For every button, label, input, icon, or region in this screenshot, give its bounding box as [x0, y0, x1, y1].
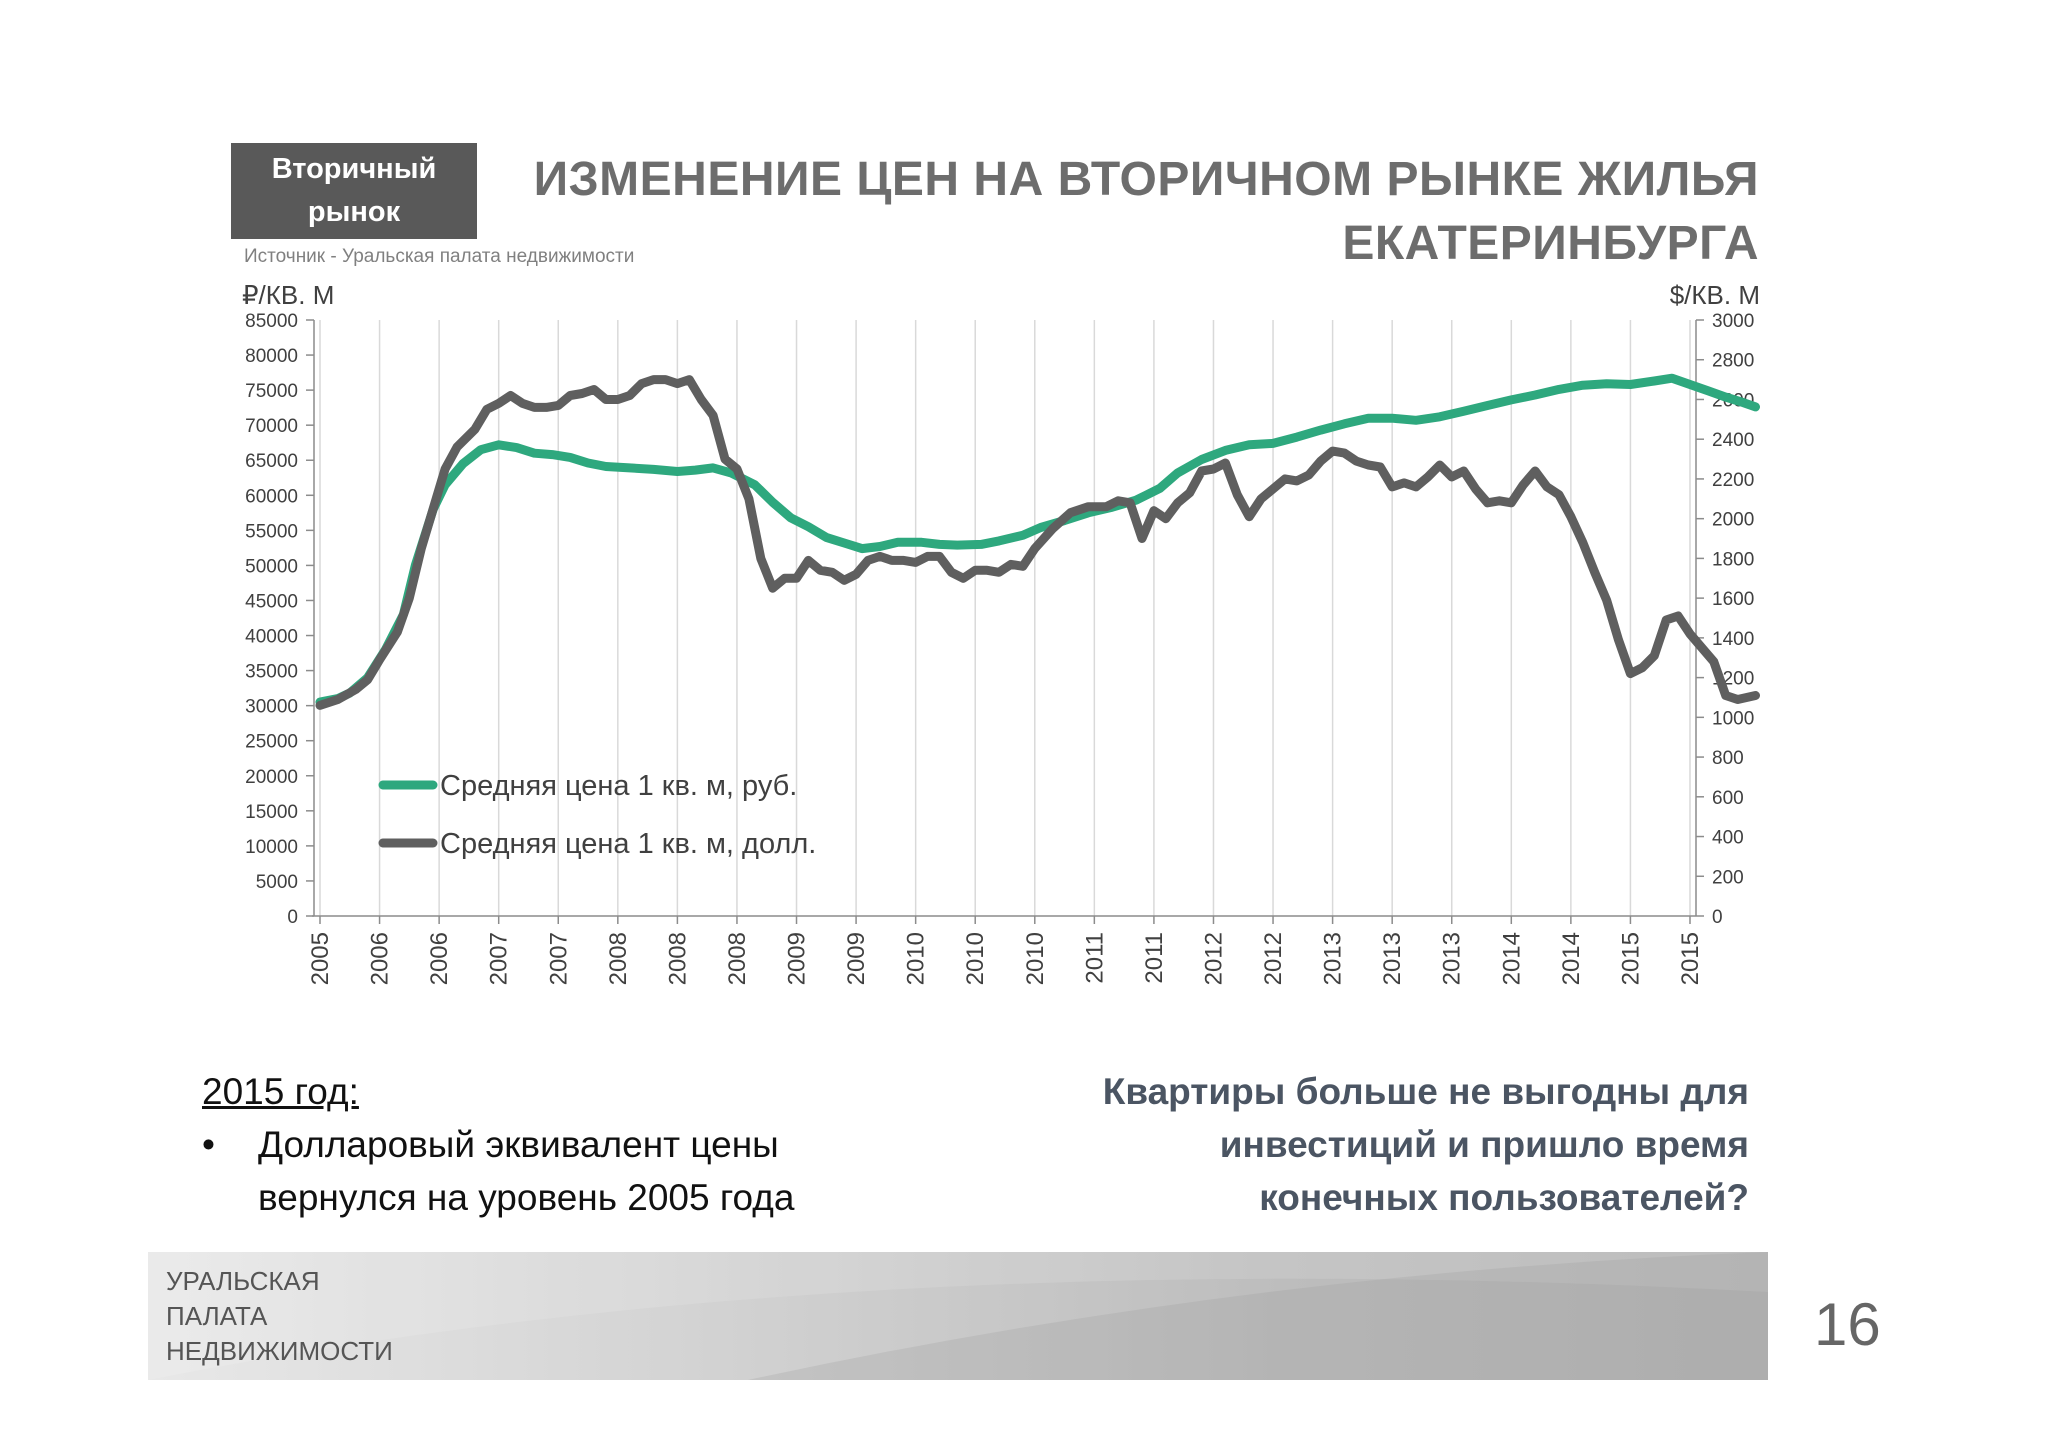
x-tick-label: 2011: [1141, 932, 1168, 984]
right-tick-label: 400: [1712, 828, 1744, 849]
left-tick-label: 70000: [245, 416, 298, 437]
section-badge: Вторичный рынок: [231, 143, 477, 239]
left-tick-label: 5000: [256, 872, 298, 893]
x-tick-label: 2005: [307, 932, 334, 985]
left-tick-label: 50000: [245, 556, 298, 577]
left-tick-label: 60000: [245, 486, 298, 507]
title-line-1: ИЗМЕНЕНИЕ ЦЕН НА ВТОРИЧНОМ РЫНКЕ ЖИЛЬЯ: [533, 153, 1759, 206]
left-tick-label: 0: [287, 907, 298, 928]
badge-line-2: рынок: [307, 196, 401, 228]
x-tick-label: 2010: [1022, 932, 1049, 985]
legend-label: Средняя цена 1 кв. м, долл.: [440, 828, 816, 860]
x-tick-label: 2008: [664, 932, 691, 985]
left-tick-label: 40000: [245, 627, 298, 648]
left-tick-label: 10000: [245, 837, 298, 858]
conclusion-bullet: • Долларовый эквивалент цены вернулся на…: [202, 1118, 794, 1224]
series-rub-line: [315, 373, 1760, 707]
series-usd-line: [315, 375, 1760, 710]
legend-label: Средняя цена 1 кв. м, руб.: [440, 770, 797, 802]
x-tick-label: 2010: [903, 932, 930, 985]
x-tick-label: 2009: [843, 932, 870, 985]
x-tick-label: 2007: [486, 932, 513, 985]
right-tick-label: 2400: [1712, 430, 1754, 451]
x-tick-label: 2013: [1439, 932, 1466, 985]
conclusion-heading: 2015 год:: [202, 1071, 359, 1112]
x-tick-label: 2011: [1081, 932, 1108, 984]
title-line-2: ЕКАТЕРИНБУРГА: [1342, 217, 1759, 270]
x-tick-label: 2008: [724, 932, 751, 985]
question-line-2: инвестиций и пришло время: [1219, 1124, 1749, 1165]
right-tick-label: 2000: [1712, 510, 1754, 531]
left-tick-label: 75000: [245, 381, 298, 402]
question-line-3: конечных пользователей?: [1259, 1177, 1749, 1218]
bullet-dot: •: [202, 1124, 215, 1165]
footer-band: УРАЛЬСКАЯ ПАЛАТА НЕДВИЖИМОСТИ: [148, 1252, 1768, 1380]
left-tick-label: 35000: [245, 662, 298, 683]
right-tick-label: 1800: [1712, 549, 1754, 570]
slide-title: ИЗМЕНЕНИЕ ЦЕН НА ВТОРИЧНОМ РЫНКЕ ЖИЛЬЯ Е…: [509, 148, 1759, 276]
left-tick-label: 25000: [245, 732, 298, 753]
footer-line-2: ПАЛАТА: [166, 1301, 268, 1331]
x-tick-label: 2013: [1320, 932, 1347, 985]
x-tick-label: 2014: [1558, 932, 1585, 985]
left-tick-label: 15000: [245, 802, 298, 823]
x-tick-label: 2010: [962, 932, 989, 985]
bullet-line-2: вернулся на уровень 2005 года: [258, 1177, 795, 1218]
right-tick-label: 200: [1712, 867, 1744, 888]
x-tick-label: 2006: [426, 932, 453, 985]
left-axis-unit: ₽/КВ. М: [242, 280, 335, 310]
right-tick-label: 1400: [1712, 629, 1754, 650]
x-tick-label: 2013: [1379, 932, 1406, 985]
x-tick-label: 2012: [1260, 932, 1287, 985]
left-tick-label: 20000: [245, 767, 298, 788]
conclusion-block: 2015 год: • Долларовый эквивалент цены в…: [202, 1065, 794, 1224]
left-tick-label: 55000: [245, 521, 298, 542]
right-tick-label: 600: [1712, 788, 1744, 809]
right-tick-label: 1600: [1712, 589, 1754, 610]
page-number: 16: [1814, 1291, 1881, 1358]
footer-line-1: УРАЛЬСКАЯ: [166, 1266, 320, 1296]
question-block: Квартиры больше не выгодны для инвестици…: [989, 1065, 1749, 1224]
x-tick-label: 2006: [367, 932, 394, 985]
right-tick-label: 1000: [1712, 708, 1754, 729]
question-line-1: Квартиры больше не выгодны для: [1102, 1071, 1749, 1112]
x-tick-label: 2015: [1677, 932, 1704, 985]
x-tick-label: 2008: [605, 932, 632, 985]
source-caption: Источник - Уральская палата недвижимости: [244, 246, 635, 267]
left-tick-label: 30000: [245, 697, 298, 718]
footer-logo-text: УРАЛЬСКАЯ ПАЛАТА НЕДВИЖИМОСТИ: [166, 1264, 393, 1369]
x-tick-label: 2012: [1200, 932, 1227, 985]
right-tick-label: 2200: [1712, 470, 1754, 491]
badge-line-1: Вторичный: [271, 153, 437, 185]
footer-line-3: НЕДВИЖИМОСТИ: [166, 1336, 393, 1366]
right-tick-label: 0: [1712, 907, 1723, 928]
right-tick-label: 800: [1712, 748, 1744, 769]
footer-decoration: [148, 1252, 1768, 1380]
left-tick-label: 65000: [245, 451, 298, 472]
right-tick-label: 3000: [1712, 311, 1754, 332]
x-tick-label: 2007: [545, 932, 572, 985]
right-axis-unit: $/КВ. М: [1669, 280, 1760, 310]
left-tick-label: 85000: [245, 311, 298, 332]
left-tick-label: 45000: [245, 591, 298, 612]
bullet-line-1: Долларовый эквивалент цены: [258, 1124, 779, 1165]
x-tick-label: 2015: [1617, 932, 1644, 985]
x-tick-label: 2014: [1498, 932, 1525, 985]
left-tick-label: 80000: [245, 346, 298, 367]
right-tick-label: 2800: [1712, 351, 1754, 372]
x-tick-label: 2009: [784, 932, 811, 985]
